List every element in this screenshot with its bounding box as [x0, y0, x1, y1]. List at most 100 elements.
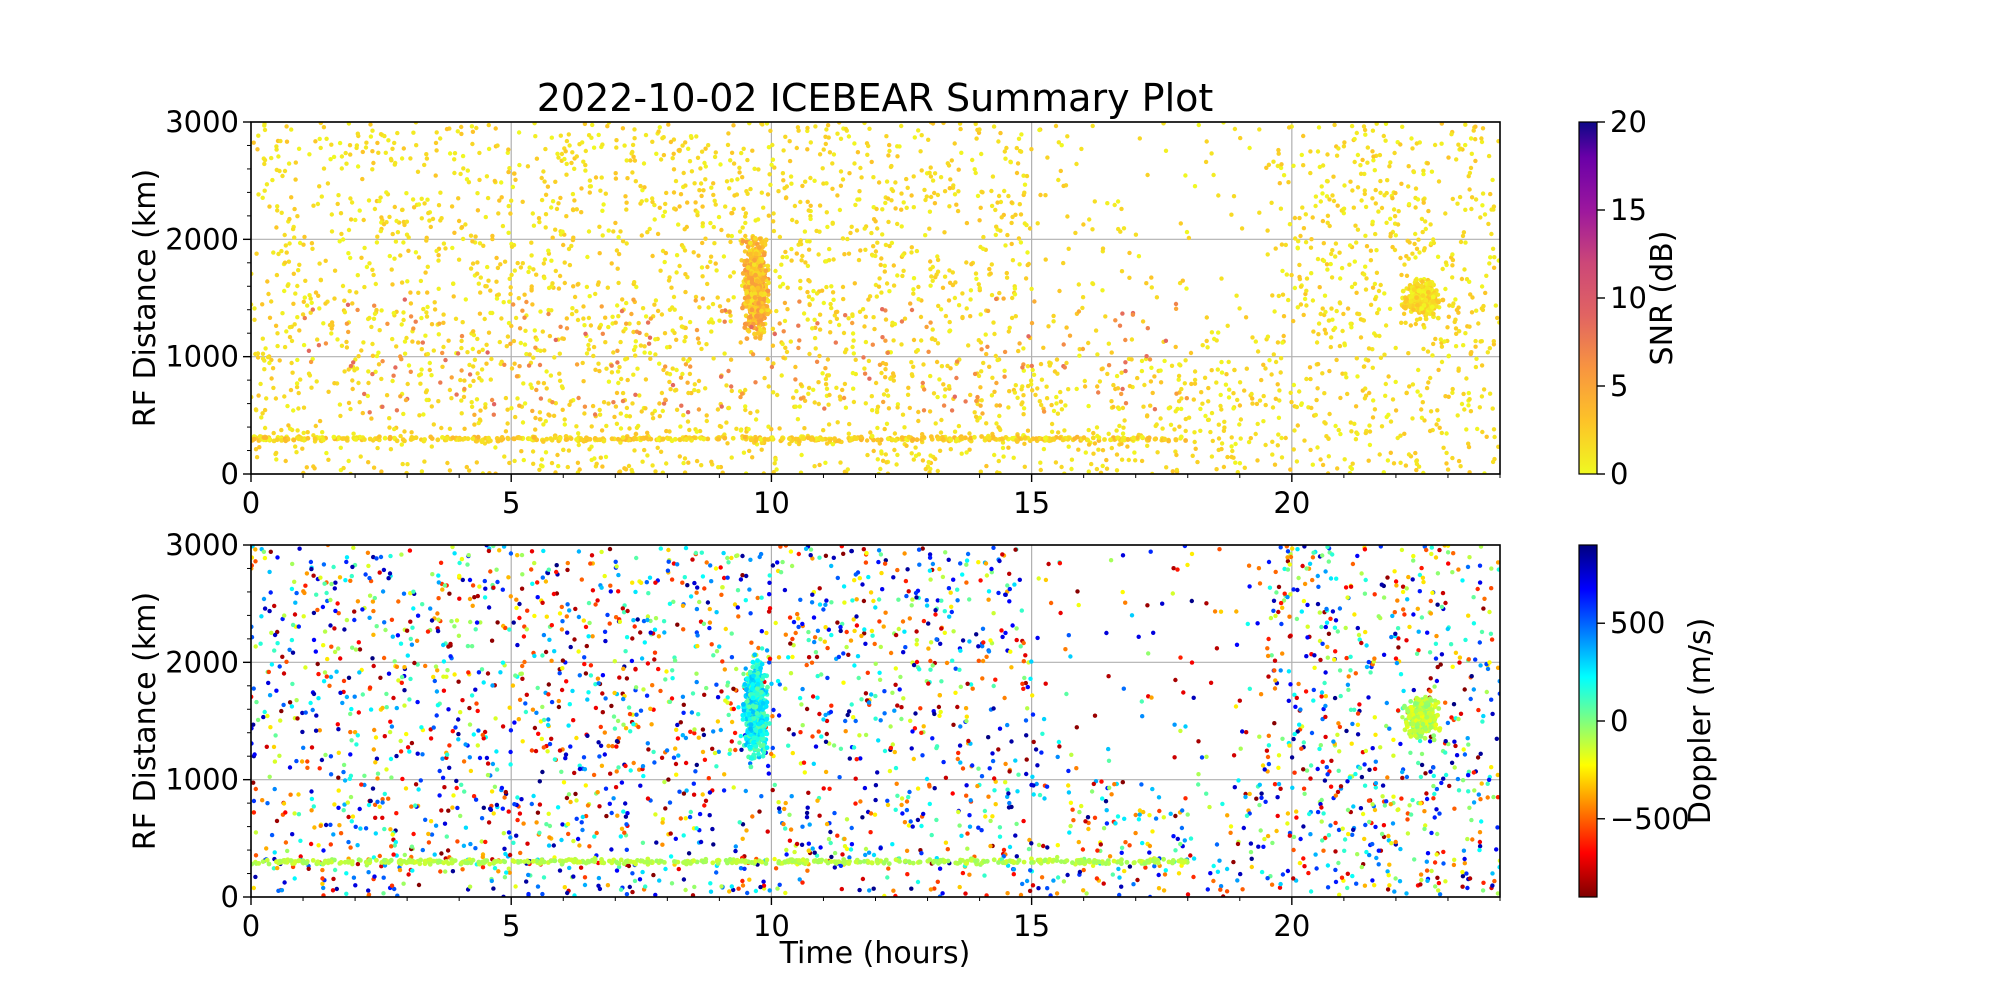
data-point — [708, 259, 713, 264]
data-point — [548, 373, 554, 378]
data-point — [1398, 460, 1403, 465]
data-point — [1414, 467, 1419, 473]
data-point — [519, 449, 524, 454]
data-point — [562, 280, 567, 286]
data-point — [872, 326, 877, 332]
data-point — [1126, 457, 1132, 463]
data-point — [1301, 226, 1307, 231]
data-point — [1090, 281, 1096, 287]
data-point — [522, 292, 527, 297]
data-point — [1039, 377, 1045, 382]
data-point — [1435, 408, 1440, 413]
data-point — [927, 170, 932, 175]
data-point — [1291, 163, 1296, 168]
data-point — [916, 418, 921, 424]
data-point — [1434, 304, 1439, 309]
data-point — [734, 426, 739, 431]
data-point — [1480, 191, 1486, 196]
data-point — [1463, 142, 1468, 148]
data-point — [1330, 193, 1335, 198]
data-point — [351, 360, 356, 365]
data-point — [504, 344, 509, 349]
data-point — [467, 372, 473, 377]
data-point — [670, 156, 675, 161]
data-point — [1204, 338, 1209, 344]
data-point — [943, 313, 949, 319]
data-point — [564, 214, 569, 219]
data-point — [624, 200, 629, 205]
data-point — [473, 234, 478, 239]
data-point — [935, 468, 940, 474]
data-point — [642, 185, 647, 190]
data-point — [539, 457, 545, 462]
data-point — [770, 343, 776, 348]
data-point — [459, 411, 464, 416]
data-point — [802, 426, 807, 431]
data-point — [874, 206, 879, 212]
data-point — [948, 366, 953, 371]
data-point — [1119, 457, 1125, 462]
data-point — [550, 400, 555, 405]
data-point — [264, 182, 270, 187]
data-point — [587, 447, 592, 452]
data-point — [1057, 288, 1062, 294]
data-point — [1108, 437, 1113, 443]
data-point — [402, 339, 408, 344]
data-point — [1414, 295, 1419, 300]
data-point — [432, 307, 438, 312]
data-point — [771, 219, 776, 224]
data-point — [658, 449, 664, 454]
data-point — [639, 199, 644, 204]
data-point — [1149, 365, 1154, 370]
data-point — [1103, 314, 1108, 319]
data-point — [1153, 423, 1158, 429]
data-point — [978, 469, 983, 474]
data-point — [359, 348, 364, 353]
data-point — [1188, 350, 1194, 356]
data-point — [652, 302, 657, 307]
data-point — [1276, 432, 1281, 437]
data-point — [806, 385, 812, 391]
data-point — [528, 382, 533, 387]
data-point — [1383, 138, 1388, 143]
data-point — [1158, 368, 1163, 373]
data-point — [483, 214, 488, 220]
data-point — [933, 421, 938, 426]
data-point — [295, 428, 300, 433]
data-point — [266, 291, 271, 297]
data-point — [300, 446, 305, 451]
data-point — [293, 444, 298, 449]
data-point — [1301, 312, 1306, 318]
data-point — [503, 429, 509, 434]
data-point — [1378, 190, 1383, 195]
data-point — [753, 218, 758, 223]
data-point — [645, 230, 650, 235]
data-point — [605, 285, 610, 290]
data-point — [260, 351, 266, 356]
data-point — [841, 395, 847, 401]
data-point — [459, 368, 464, 373]
data-point — [324, 450, 329, 456]
data-point — [838, 183, 844, 188]
data-point — [1354, 240, 1359, 245]
data-point — [1322, 327, 1328, 332]
data-point — [1383, 122, 1389, 126]
data-point — [392, 204, 397, 210]
data-point — [1359, 198, 1364, 203]
data-point — [402, 222, 407, 228]
data-point — [1177, 362, 1182, 367]
data-point — [1362, 191, 1368, 197]
data-point — [1348, 179, 1353, 184]
data-point — [387, 436, 393, 442]
data-point — [559, 151, 565, 157]
data-point — [737, 165, 742, 170]
data-point — [1250, 401, 1255, 406]
data-point — [979, 434, 984, 439]
data-point — [1308, 245, 1314, 250]
data-point — [703, 177, 708, 182]
data-point — [1309, 271, 1314, 276]
data-point — [1414, 458, 1420, 463]
data-point — [899, 435, 905, 440]
data-point — [978, 385, 983, 390]
data-point — [1428, 222, 1433, 227]
